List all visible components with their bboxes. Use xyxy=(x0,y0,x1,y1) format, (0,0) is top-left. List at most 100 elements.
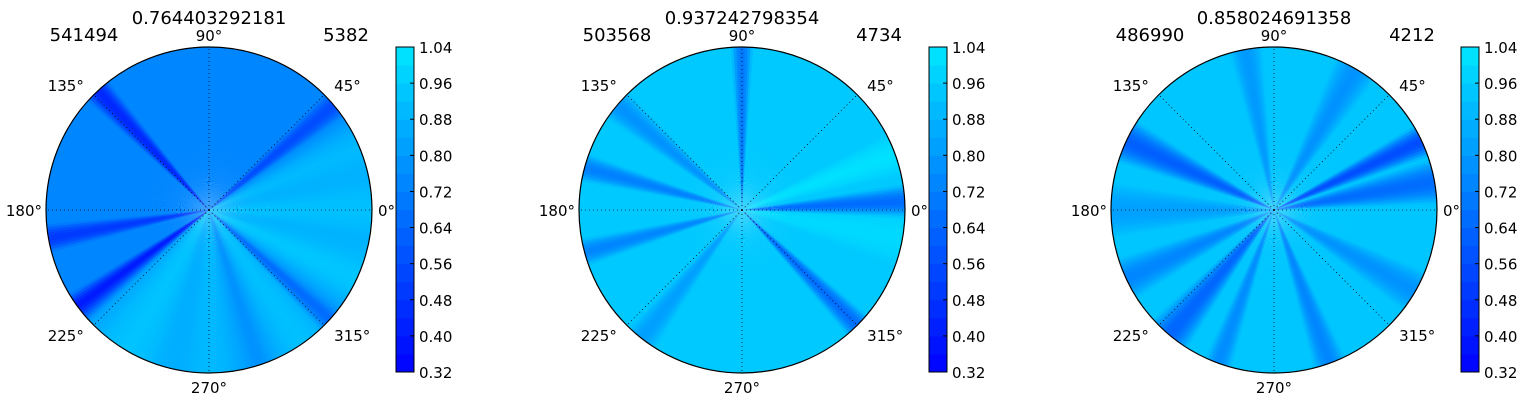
heat-sector xyxy=(1274,210,1428,269)
heat-sector xyxy=(209,210,325,328)
heat-sector xyxy=(662,66,742,210)
heat-sector xyxy=(626,92,742,210)
heat-sector xyxy=(595,135,742,210)
heat-sector xyxy=(209,210,371,239)
heat-sector xyxy=(742,210,893,277)
heat-sector xyxy=(742,210,884,294)
heat-sector xyxy=(1223,210,1274,367)
heat-sector xyxy=(49,170,209,210)
heat-sector xyxy=(1274,210,1426,274)
heat-sector xyxy=(742,60,811,211)
heat-sector xyxy=(1237,210,1274,370)
heat-sector xyxy=(209,210,358,282)
heat-sector xyxy=(742,210,866,320)
heat-sector xyxy=(675,210,742,361)
heat-sector xyxy=(209,210,362,272)
heat-sector xyxy=(93,92,209,210)
heat-sector xyxy=(209,210,311,341)
heat-sector xyxy=(1134,210,1274,298)
colorbar-tick-label: 1.04 xyxy=(952,39,985,57)
heat-sector xyxy=(67,210,209,295)
heat-sector xyxy=(142,210,209,361)
heat-sector xyxy=(62,135,209,210)
heat-sector xyxy=(742,210,900,255)
heat-sector xyxy=(742,210,901,253)
heat-sector xyxy=(1166,85,1274,210)
heat-sector xyxy=(209,53,257,211)
heat-sector xyxy=(630,210,742,332)
heat-sector xyxy=(622,210,742,324)
heat-sector xyxy=(124,68,209,210)
heat-sector xyxy=(1274,61,1346,211)
heat-sector xyxy=(742,210,860,326)
heat-sector xyxy=(1178,210,1274,345)
colorbar-tick-label: 0.88 xyxy=(952,111,985,129)
heat-sector xyxy=(628,90,742,210)
heat-sector xyxy=(1262,210,1274,373)
heat-sector xyxy=(1138,210,1274,305)
heat-sector xyxy=(191,210,209,373)
colorbar-band xyxy=(396,353,414,373)
heat-sector xyxy=(742,210,832,349)
heat-sector xyxy=(1274,48,1297,210)
heat-sector xyxy=(1274,77,1373,210)
heat-sector xyxy=(1111,190,1274,210)
colorbar-tick-label: 0.96 xyxy=(952,75,985,93)
heat-sector xyxy=(673,210,742,360)
heat-sector xyxy=(57,146,209,210)
heat-sector xyxy=(599,128,742,210)
heat-sector xyxy=(1135,121,1274,210)
heat-sector xyxy=(1274,210,1409,306)
heat-sector xyxy=(1175,210,1274,343)
heat-sector xyxy=(209,210,367,255)
heat-sector xyxy=(1182,210,1274,348)
heat-sector xyxy=(70,210,209,300)
heat-sector xyxy=(175,210,209,371)
heat-sector xyxy=(1274,50,1314,210)
heat-sector xyxy=(209,210,372,219)
heat-sector xyxy=(209,210,370,244)
heat-sector xyxy=(53,156,209,210)
theta-tick-label: 315° xyxy=(867,327,903,345)
heat-sector xyxy=(742,79,843,210)
colorbar-tick-label: 0.80 xyxy=(952,147,985,165)
heat-sector xyxy=(66,210,210,293)
heat-sector xyxy=(589,148,742,210)
colorbar-band xyxy=(1461,263,1479,283)
heat-sector xyxy=(209,122,349,210)
heat-sector xyxy=(1274,210,1369,346)
heat-sector xyxy=(209,210,319,334)
heat-sector xyxy=(1274,122,1414,210)
heat-sector xyxy=(1150,100,1274,210)
heat-sector xyxy=(1245,210,1274,372)
colorbar-band xyxy=(1461,173,1479,192)
heat-sector xyxy=(742,210,870,315)
heat-sector xyxy=(1274,56,1333,211)
colorbar-tick-label: 0.72 xyxy=(1484,183,1517,201)
heat-sector xyxy=(579,195,742,210)
heat-sector xyxy=(1274,74,1368,210)
heat-sector xyxy=(742,210,895,272)
heat-sector xyxy=(1124,141,1274,210)
colorbar-band xyxy=(1461,65,1479,84)
heat-sector xyxy=(742,210,885,292)
heat-sector xyxy=(129,210,209,355)
colorbar-tick-label: 0.48 xyxy=(1484,292,1517,310)
heat-sector xyxy=(1274,60,1343,211)
heat-sector xyxy=(1121,148,1274,210)
colorbar-band xyxy=(929,281,947,301)
heat-sector xyxy=(132,210,209,356)
heat-sector xyxy=(601,123,742,210)
heat-sector xyxy=(1274,210,1364,349)
heat-sector xyxy=(658,210,742,352)
colorbar-band xyxy=(396,83,414,102)
heat-sector xyxy=(585,162,742,210)
heat-sector xyxy=(209,210,351,294)
heat-sector xyxy=(209,210,313,339)
heat-sector xyxy=(209,210,297,350)
heat-sector xyxy=(1265,210,1274,373)
heat-sector xyxy=(209,49,243,211)
heat-sector xyxy=(1180,210,1274,346)
heat-sector xyxy=(742,104,869,210)
heat-sector xyxy=(1160,90,1274,210)
